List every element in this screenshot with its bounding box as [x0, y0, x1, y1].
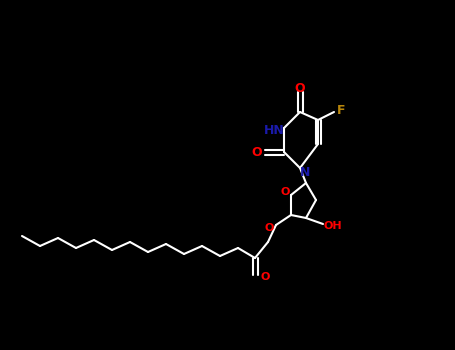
Text: O: O — [260, 272, 270, 282]
Text: HN: HN — [263, 124, 284, 136]
Text: O: O — [252, 146, 263, 159]
Text: O: O — [280, 187, 290, 197]
Text: OH: OH — [324, 221, 342, 231]
Text: F: F — [337, 104, 345, 117]
Text: N: N — [300, 166, 310, 178]
Text: O: O — [264, 223, 274, 233]
Text: O: O — [295, 82, 305, 95]
